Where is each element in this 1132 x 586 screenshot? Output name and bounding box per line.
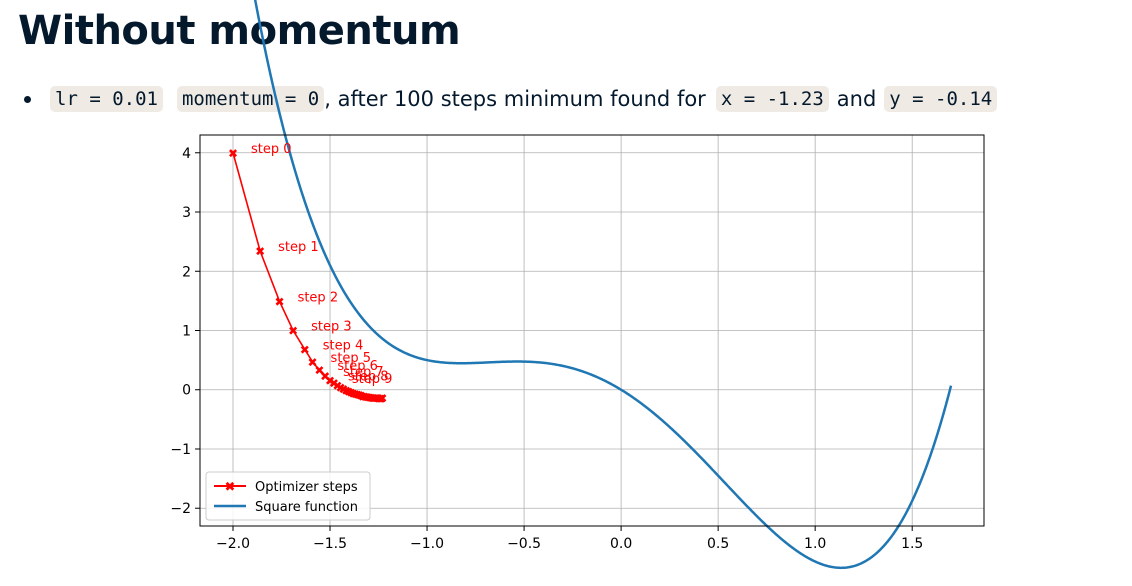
optimizer-step-marker: ✖ xyxy=(338,383,348,397)
x-tick-label: −0.5 xyxy=(507,536,541,552)
optimizer-step-marker: ✖ xyxy=(356,389,366,403)
plot-frame xyxy=(199,134,985,527)
optimizer-step-marker: ✖ xyxy=(288,324,298,338)
optimizer-step-marker: ✖ xyxy=(363,391,373,405)
optimizer-step-marker: ✖ xyxy=(332,379,342,393)
step-label: step 5 xyxy=(331,351,372,366)
square-function-line xyxy=(253,0,953,570)
optimizer-step-marker: ✖ xyxy=(361,390,371,404)
y-tick-label: −1 xyxy=(170,442,191,458)
optimizer-step-marker: ✖ xyxy=(275,295,285,309)
optimizer-step-marker: ✖ xyxy=(346,386,356,400)
step-label: step 3 xyxy=(311,320,352,335)
legend-box xyxy=(205,471,371,521)
series: ✖✖✖✖✖✖✖✖✖✖✖✖✖✖✖✖✖✖✖✖✖✖✖✖✖✖✖✖✖✖✖✖✖✖✖✖ xyxy=(228,0,953,570)
optimizer-step-marker: ✖ xyxy=(300,343,310,357)
x-tick-label: 0.0 xyxy=(610,536,632,552)
optimizer-step-marker: ✖ xyxy=(364,391,374,405)
optimizer-step-marker: ✖ xyxy=(341,384,351,398)
x-tick-label: 0.5 xyxy=(707,536,729,552)
optimizer-step-marker: ✖ xyxy=(320,370,330,384)
optimizer-step-marker: ✖ xyxy=(228,146,238,160)
optimizer-step-marker: ✖ xyxy=(371,392,381,406)
step-label: step 4 xyxy=(323,338,364,353)
y-tick-label: 3 xyxy=(182,205,191,221)
bullet-text-2: and xyxy=(836,87,877,111)
optimizer-step-marker: ✖ xyxy=(314,364,324,378)
step-label: step 1 xyxy=(278,240,319,255)
y-tick-label: 2 xyxy=(182,264,191,280)
step-label: step 6 xyxy=(337,359,378,374)
code-x: x = -1.23 xyxy=(715,86,829,112)
optimizer-step-marker: ✖ xyxy=(335,381,345,395)
optimizer-steps-line xyxy=(232,152,383,400)
x-tick-label: −2.0 xyxy=(216,536,250,552)
optimizer-step-marker: ✖ xyxy=(344,385,354,399)
slide-title: Without momentum xyxy=(18,8,461,54)
x-tick-label: −1.5 xyxy=(313,536,347,552)
code-lr: lr = 0.01 xyxy=(50,86,163,112)
step-label: step 0 xyxy=(251,142,292,157)
optimizer-step-marker: ✖ xyxy=(352,388,362,402)
bullet-dot-icon xyxy=(24,95,31,103)
bullet-item: lr = 0.01 momentum = 0 , after 100 steps… xyxy=(24,82,998,116)
legend: ✖ Optimizer steps Square function xyxy=(205,471,371,521)
optimizer-step-marker: ✖ xyxy=(360,390,370,404)
bullet-text-1: , after 100 steps minimum found for xyxy=(324,87,706,111)
legend-label-optimizer: Optimizer steps xyxy=(255,480,358,495)
optimizer-step-marker: ✖ xyxy=(368,391,378,405)
optimizer-step-marker: ✖ xyxy=(367,391,377,405)
optimizer-step-marker: ✖ xyxy=(354,389,364,403)
optimizer-step-marker: ✖ xyxy=(377,392,387,406)
optimizer-step-marker: ✖ xyxy=(325,374,335,388)
optimizer-step-marker: ✖ xyxy=(376,392,386,406)
axis-ticks: −2.0 −1.5 −1.0 −0.5 0.0 0.5 1.0 1.5 4 3 2 1 0 −1 −2 xyxy=(170,146,923,552)
code-momentum: momentum = 0 xyxy=(176,86,325,112)
optimizer-step-marker: ✖ xyxy=(350,387,360,401)
step-label: step 8 xyxy=(348,369,389,384)
x-tick-label: 1.5 xyxy=(901,536,923,552)
optimizer-step-marker: ✖ xyxy=(375,392,385,406)
optimizer-step-marker: ✖ xyxy=(358,390,368,404)
optimizer-step-marker: ✖ xyxy=(348,387,358,401)
step-label: step 7 xyxy=(343,365,384,380)
y-tick-label: 0 xyxy=(182,383,191,399)
x-tick-label: −1.0 xyxy=(410,536,444,552)
optimizer-step-marker: ✖ xyxy=(373,392,383,406)
step-label: step 2 xyxy=(298,290,339,305)
optimizer-step-marker: ✖ xyxy=(374,392,384,406)
x-tick-label: 1.0 xyxy=(804,536,826,552)
optimizer-step-marker: ✖ xyxy=(255,245,265,259)
y-tick-label: 4 xyxy=(182,146,191,162)
legend-label-square: Square function xyxy=(255,500,358,515)
optimizer-step-marker: ✖ xyxy=(329,377,339,391)
optimizer-step-marker: ✖ xyxy=(308,355,318,369)
y-tick-label: 1 xyxy=(182,324,191,340)
optimizer-step-marker: ✖ xyxy=(366,391,376,405)
optimizer-step-marker: ✖ xyxy=(370,392,380,406)
y-tick-label: −2 xyxy=(170,501,191,517)
step-label: step 9 xyxy=(352,372,393,387)
code-y: y = -0.14 xyxy=(884,86,998,112)
legend-marker-optimizer-icon: ✖ xyxy=(225,480,236,495)
